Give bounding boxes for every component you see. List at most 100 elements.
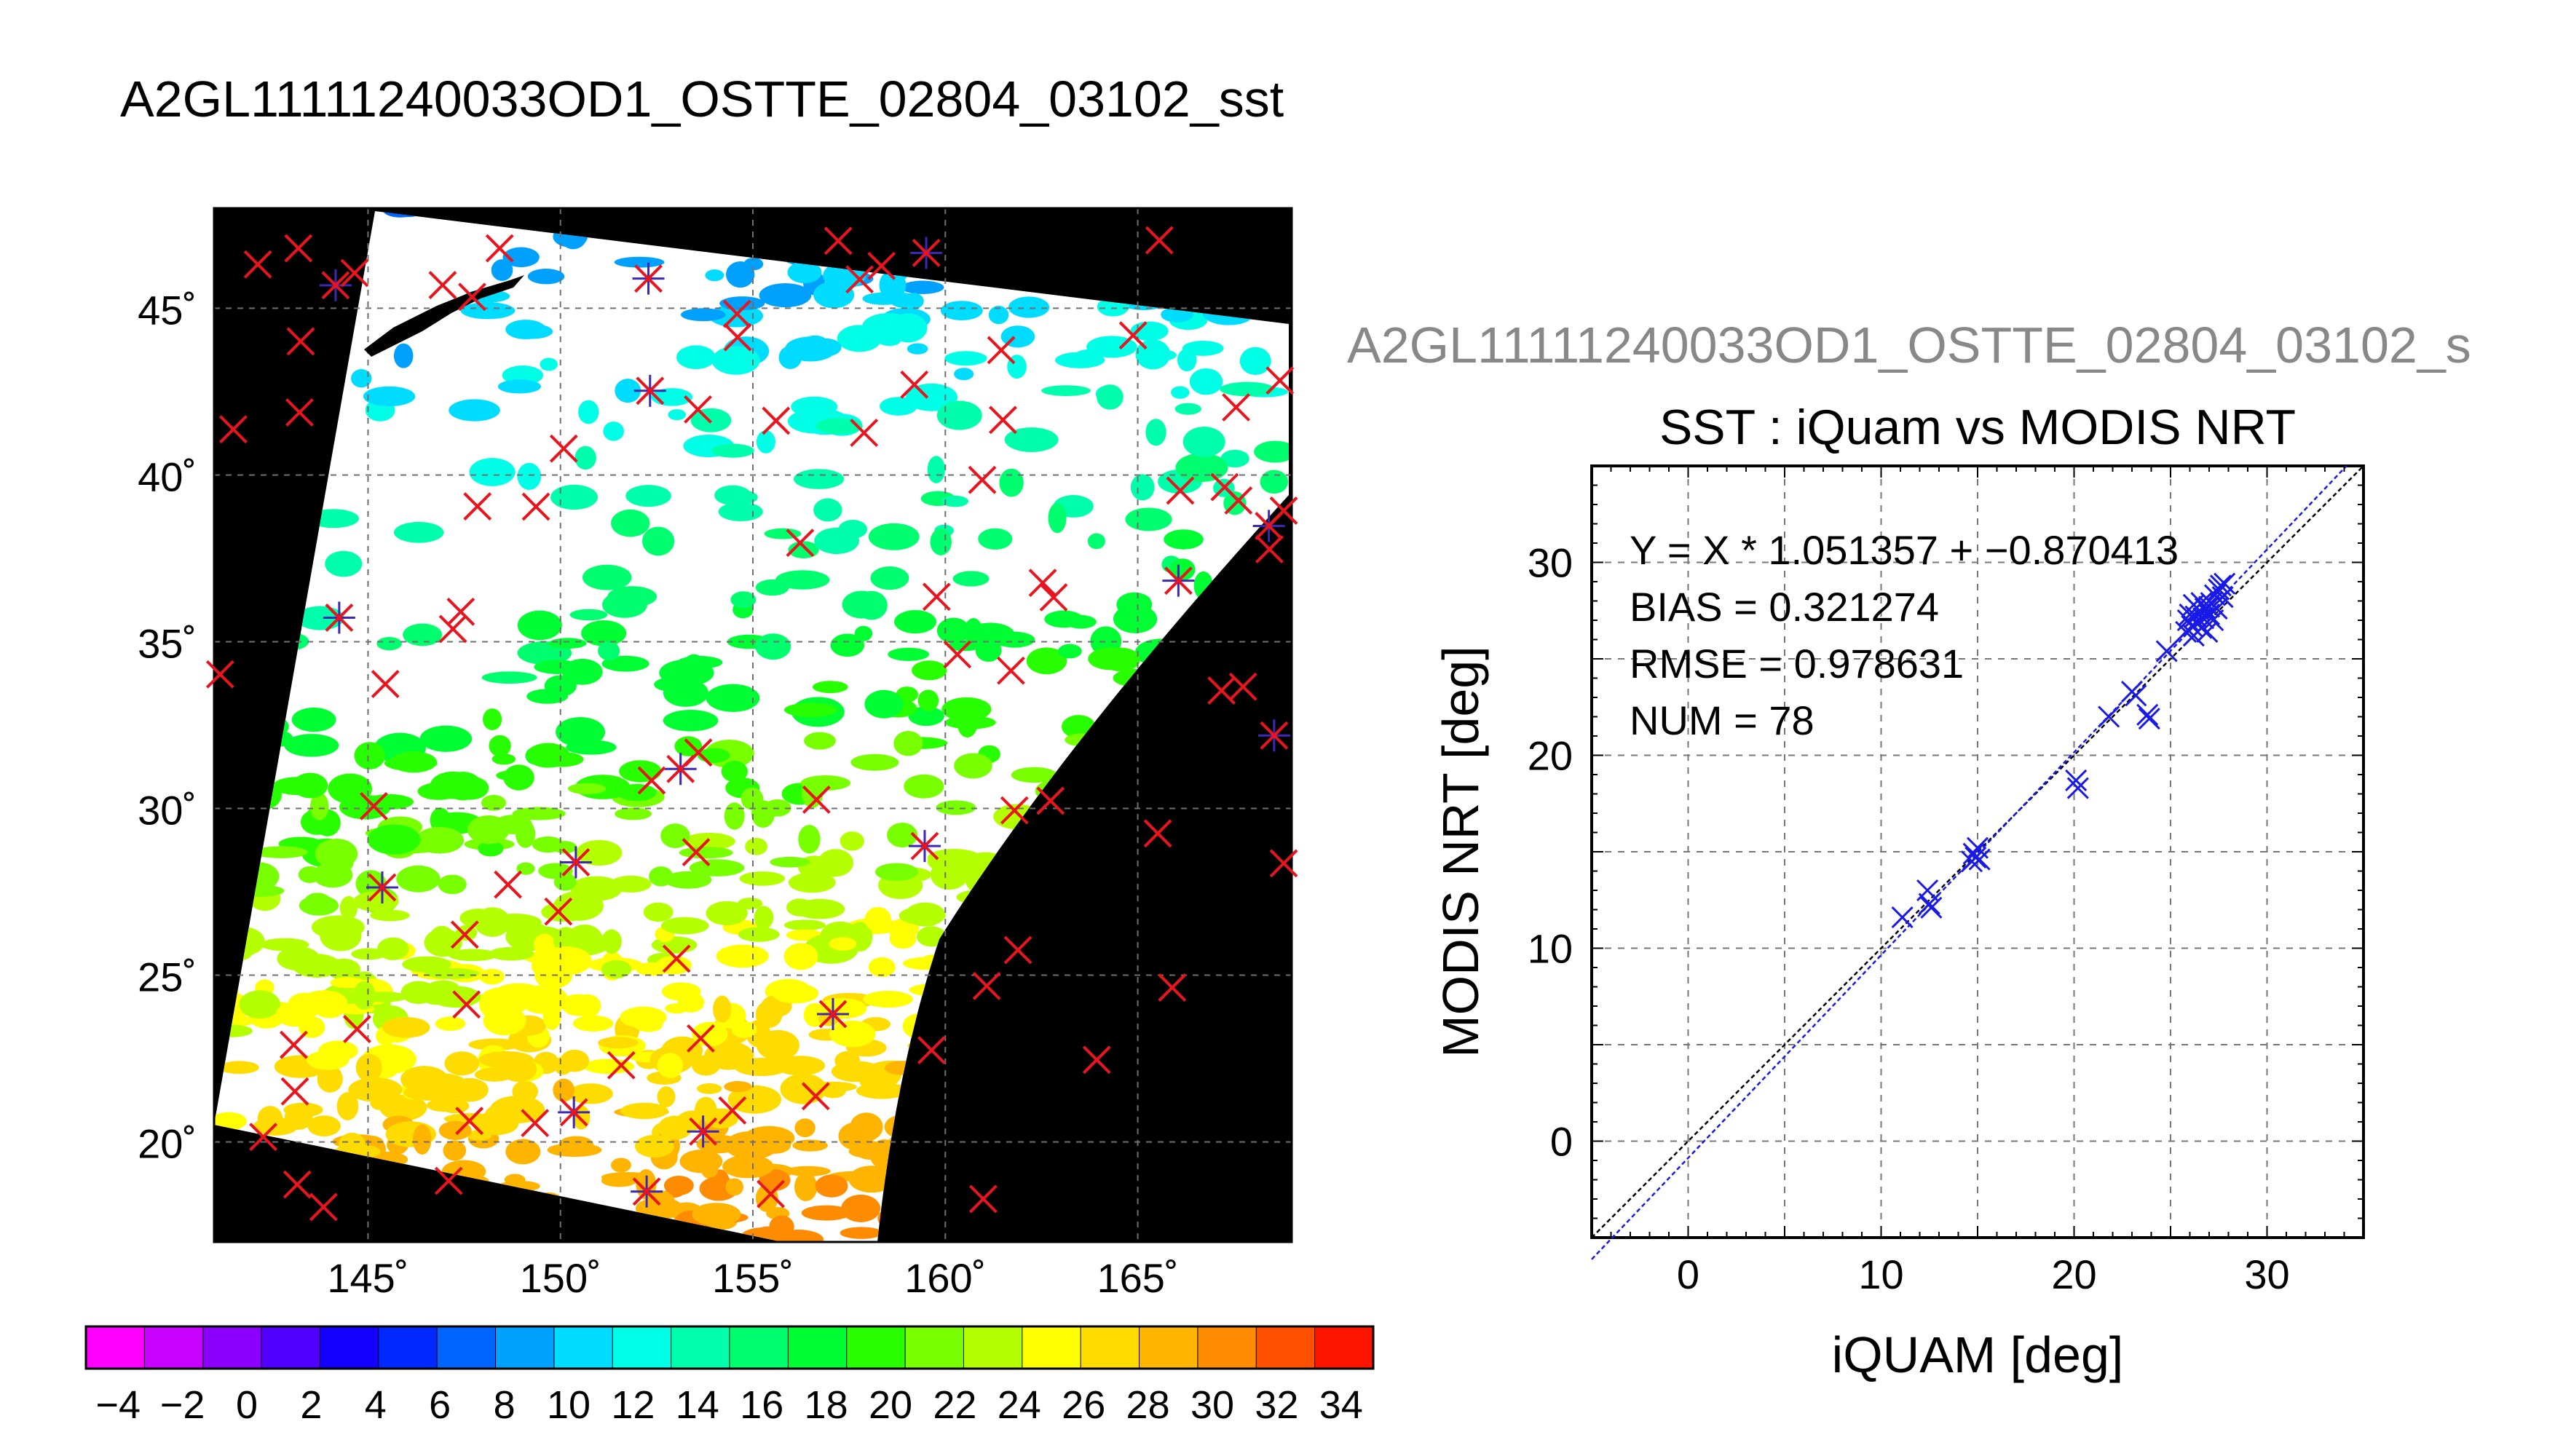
sst-patch [315, 838, 358, 869]
marker-stroke-b [446, 597, 475, 626]
match-marker [607, 1051, 636, 1080]
sst-patch [711, 443, 754, 458]
marker-stroke-b [850, 419, 879, 447]
sst-patch [310, 792, 329, 820]
match-marker [686, 1024, 715, 1053]
match-marker [285, 398, 314, 427]
scatter-ytick-label: 10 [1528, 926, 1573, 972]
marker-stroke-b [922, 582, 951, 612]
sst-patch [253, 846, 308, 858]
match-marker [218, 415, 248, 444]
colorbar-segment [1197, 1326, 1257, 1369]
sst-patch [365, 794, 414, 810]
colorbar-segments [85, 1326, 1375, 1369]
scatter-point [2136, 703, 2159, 726]
sst-patch [840, 831, 864, 851]
scatter-point [2196, 620, 2219, 643]
sst-patch [558, 1136, 593, 1153]
colorbar-segment [1255, 1326, 1316, 1369]
colorbar-label: 32 [1255, 1383, 1298, 1427]
sst-patch [489, 913, 542, 932]
sst-patch [850, 753, 899, 771]
sst-patch [443, 1140, 467, 1161]
match-marker [684, 738, 713, 767]
marker-stroke-b [684, 395, 712, 424]
marker-stroke-b [434, 1166, 463, 1195]
lat-tick-label: 30˚ [138, 788, 197, 834]
sst-patch [1220, 381, 1275, 397]
sst-patch [901, 280, 944, 294]
marker-stroke-b [637, 766, 666, 795]
coastline [364, 275, 524, 357]
match-marker [968, 1184, 998, 1214]
marker-stroke-b [218, 415, 248, 444]
colorbar-segment [963, 1326, 1024, 1369]
match-markers [205, 226, 1298, 1222]
sst-patch [419, 725, 473, 752]
colorbar-segment [202, 1326, 263, 1369]
sst-patch [517, 462, 542, 490]
sst-patch [770, 856, 810, 868]
colorbar-label: 28 [1126, 1383, 1170, 1427]
match-marker [1257, 719, 1290, 752]
match-marker [549, 434, 578, 463]
sst-patch [382, 1016, 430, 1038]
sst-patch [355, 1053, 382, 1082]
point-stroke-b [2211, 586, 2234, 609]
marker-stroke-b [762, 406, 791, 435]
sst-patch [1145, 419, 1166, 446]
match-marker [544, 897, 573, 926]
marker-stroke-b [722, 299, 751, 328]
match-marker [283, 1170, 312, 1199]
sst-patch [816, 418, 863, 435]
sst-patch [403, 623, 443, 646]
sst-patch [641, 526, 675, 556]
marker-stroke-b [943, 640, 972, 669]
sst-patch [556, 716, 606, 748]
sst-patch [542, 1002, 561, 1030]
sst-patch [665, 1003, 688, 1014]
sst-patch [460, 302, 516, 320]
match-marker [908, 830, 941, 863]
match-marker [452, 990, 481, 1019]
sst-patch [1008, 296, 1050, 318]
sst-patch [353, 891, 399, 912]
sst-patch [775, 570, 830, 590]
match-marker [494, 870, 523, 899]
sst-patch [739, 871, 786, 886]
scatter-xtick-label: 20 [2051, 1251, 2096, 1297]
sst-patch [575, 839, 623, 866]
sst-patch [424, 928, 462, 957]
sst-patch [491, 753, 516, 765]
colorbar-segment [436, 1326, 497, 1369]
point-stroke-b [2205, 598, 2228, 620]
sst-patch [312, 862, 353, 888]
marker-stroke-b [1143, 819, 1172, 848]
marker-stroke-b [1260, 721, 1289, 750]
sst-patch [936, 800, 976, 815]
sst-patch [917, 689, 939, 712]
match-marker [633, 374, 666, 407]
sst-patch [354, 742, 386, 769]
marker-stroke-b [485, 234, 514, 263]
sst-patch [787, 261, 822, 284]
sst-patch [376, 636, 402, 651]
sst-patch [301, 990, 348, 1015]
sst-map: 20˚ 25˚ 30˚ 35˚ 40˚ 45˚ 145˚ 150˚ 155˚ 160˚ 165˚ [138, 207, 1298, 1301]
sst-patch [696, 1134, 741, 1154]
sst-patch [724, 1081, 752, 1093]
sst-patch [1182, 340, 1224, 356]
colorbar-labels: −4 −2 0 2 4 6 8 10 12 14 16 18 20 22 24 26 28 30 32 34 [95, 1383, 1362, 1427]
sst-patch [327, 958, 361, 981]
sst-patch [664, 871, 712, 889]
sst-patch [714, 485, 751, 506]
sst-patch [785, 1166, 831, 1176]
point-stroke-b [2184, 605, 2207, 628]
sst-patch [657, 1086, 676, 1107]
sst-patch [756, 430, 775, 454]
marker-stroke-b [607, 1051, 636, 1080]
match-marker [972, 971, 1001, 1000]
sst-patch [927, 456, 945, 483]
sst-patch [512, 807, 566, 820]
sst-patch [283, 1102, 323, 1117]
